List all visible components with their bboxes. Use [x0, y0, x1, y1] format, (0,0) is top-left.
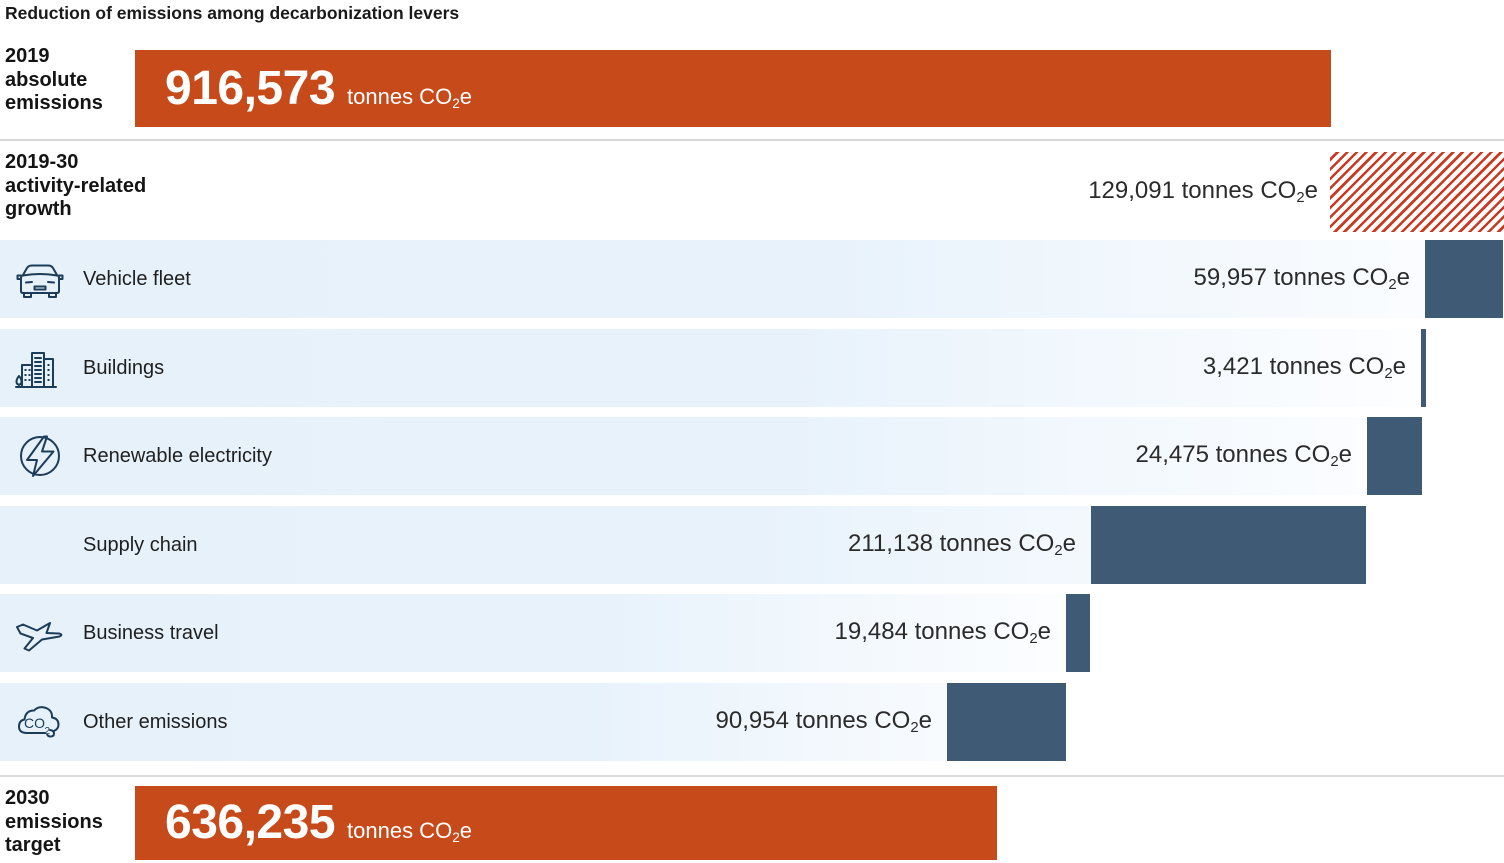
lever-bar: [1066, 594, 1090, 672]
row-band: [0, 417, 1422, 495]
lever-value: 59,957 tonnes CO2e: [1193, 264, 1410, 294]
svg-text:CO: CO: [24, 715, 45, 731]
lever-row-vehicle-fleet: Vehicle fleet 59,957 tonnes CO2e: [0, 240, 1504, 318]
row-band: [0, 683, 1066, 761]
target-label-line: 2030: [5, 787, 50, 809]
start-bar-value: 916,573: [165, 61, 336, 115]
lever-value: 90,954 tonnes CO2e: [715, 707, 932, 737]
growth-row-label: 2019-30 activity-related growth: [5, 151, 205, 222]
target-label-line: target: [5, 834, 61, 856]
lever-label: Vehicle fleet: [83, 267, 191, 290]
chart-title: Reduction of emissions among decarboniza…: [5, 3, 460, 23]
target-bar-units: tonnes CO2e: [347, 818, 473, 845]
lever-row-supply-chain: Supply chain 211,138 tonnes CO2e: [0, 506, 1504, 584]
lever-value: 3,421 tonnes CO2e: [1202, 353, 1406, 383]
co2-cloud-icon: CO 2: [14, 698, 66, 746]
row-band: [0, 594, 1090, 672]
start-label-line: 2019: [5, 45, 50, 67]
lever-bar: [1091, 506, 1366, 584]
target-bar: 636,235 tonnes CO2e: [135, 786, 997, 860]
lever-label: Other emissions: [83, 710, 228, 733]
lever-value: 211,138 tonnes CO2e: [847, 530, 1076, 560]
target-label-line: emissions: [5, 810, 103, 833]
target-bar-value: 636,235: [165, 796, 336, 849]
lever-row-renewable-electricity: Renewable electricity 24,475 tonnes CO2e: [0, 417, 1504, 495]
lever-bar: [947, 683, 1066, 761]
growth-hatched-bar: [1330, 152, 1504, 232]
lever-value: 19,484 tonnes CO2e: [834, 618, 1051, 648]
lightning-icon: [14, 432, 66, 480]
svg-text:2: 2: [45, 726, 51, 737]
separator-line: [0, 775, 1504, 777]
target-row-label: 2030 emissions target: [5, 787, 135, 858]
lever-label: Buildings: [83, 356, 165, 379]
row-band: [0, 329, 1426, 407]
growth-label-line: activity-related: [5, 174, 147, 197]
start-label-line: emissions: [5, 92, 103, 114]
lever-label: Supply chain: [83, 533, 198, 556]
start-label-line: absolute: [5, 68, 88, 91]
lever-bar: [1421, 329, 1426, 407]
start-bar: 916,573 tonnes CO2e: [135, 50, 1331, 127]
car-icon: [14, 255, 66, 303]
lever-value: 24,475 tonnes CO2e: [1135, 441, 1352, 471]
lever-row-business-travel: Business travel 19,484 tonnes CO2e: [0, 594, 1504, 672]
lever-bar: [1425, 240, 1503, 318]
growth-label-line: 2019-30: [5, 151, 79, 173]
lever-bar: [1367, 417, 1422, 495]
lever-row-buildings: Buildings 3,421 tonnes CO2e: [0, 329, 1504, 407]
growth-value: 129,091 tonnes CO2e: [1088, 177, 1318, 207]
start-row-label: 2019 absolute emissions: [5, 45, 135, 116]
row-band: [0, 240, 1503, 318]
growth-label-line: growth: [5, 198, 72, 220]
separator-line: [0, 139, 1504, 141]
start-bar-units: tonnes CO2e: [347, 83, 473, 111]
lever-row-other-emissions: CO 2 Other emissions 90,954 tonnes CO2e: [0, 683, 1504, 761]
buildings-icon: [14, 344, 66, 392]
airplane-icon: [14, 609, 66, 657]
lever-label: Business travel: [83, 621, 219, 644]
lever-label: Renewable electricity: [83, 444, 272, 467]
